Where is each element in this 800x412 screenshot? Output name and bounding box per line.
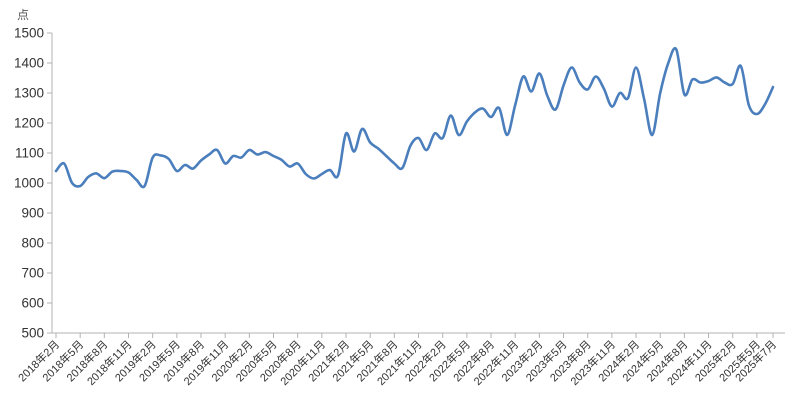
y-tick-label: 700 xyxy=(21,266,44,281)
y-tick-label: 600 xyxy=(21,296,44,311)
y-tick-label: 1000 xyxy=(14,176,44,191)
y-tick-label: 900 xyxy=(21,206,44,221)
y-tick-label: 1400 xyxy=(14,56,44,71)
y-tick-label: 1500 xyxy=(14,26,44,41)
data-line xyxy=(54,46,775,189)
y-tick-label: 1300 xyxy=(14,86,44,101)
y-tick-label: 500 xyxy=(21,326,44,341)
y-axis-unit-label: 点 xyxy=(17,8,31,22)
y-tick-label: 1100 xyxy=(15,146,44,161)
y-tick-label: 1200 xyxy=(14,116,44,131)
y-tick-label: 800 xyxy=(21,236,44,251)
